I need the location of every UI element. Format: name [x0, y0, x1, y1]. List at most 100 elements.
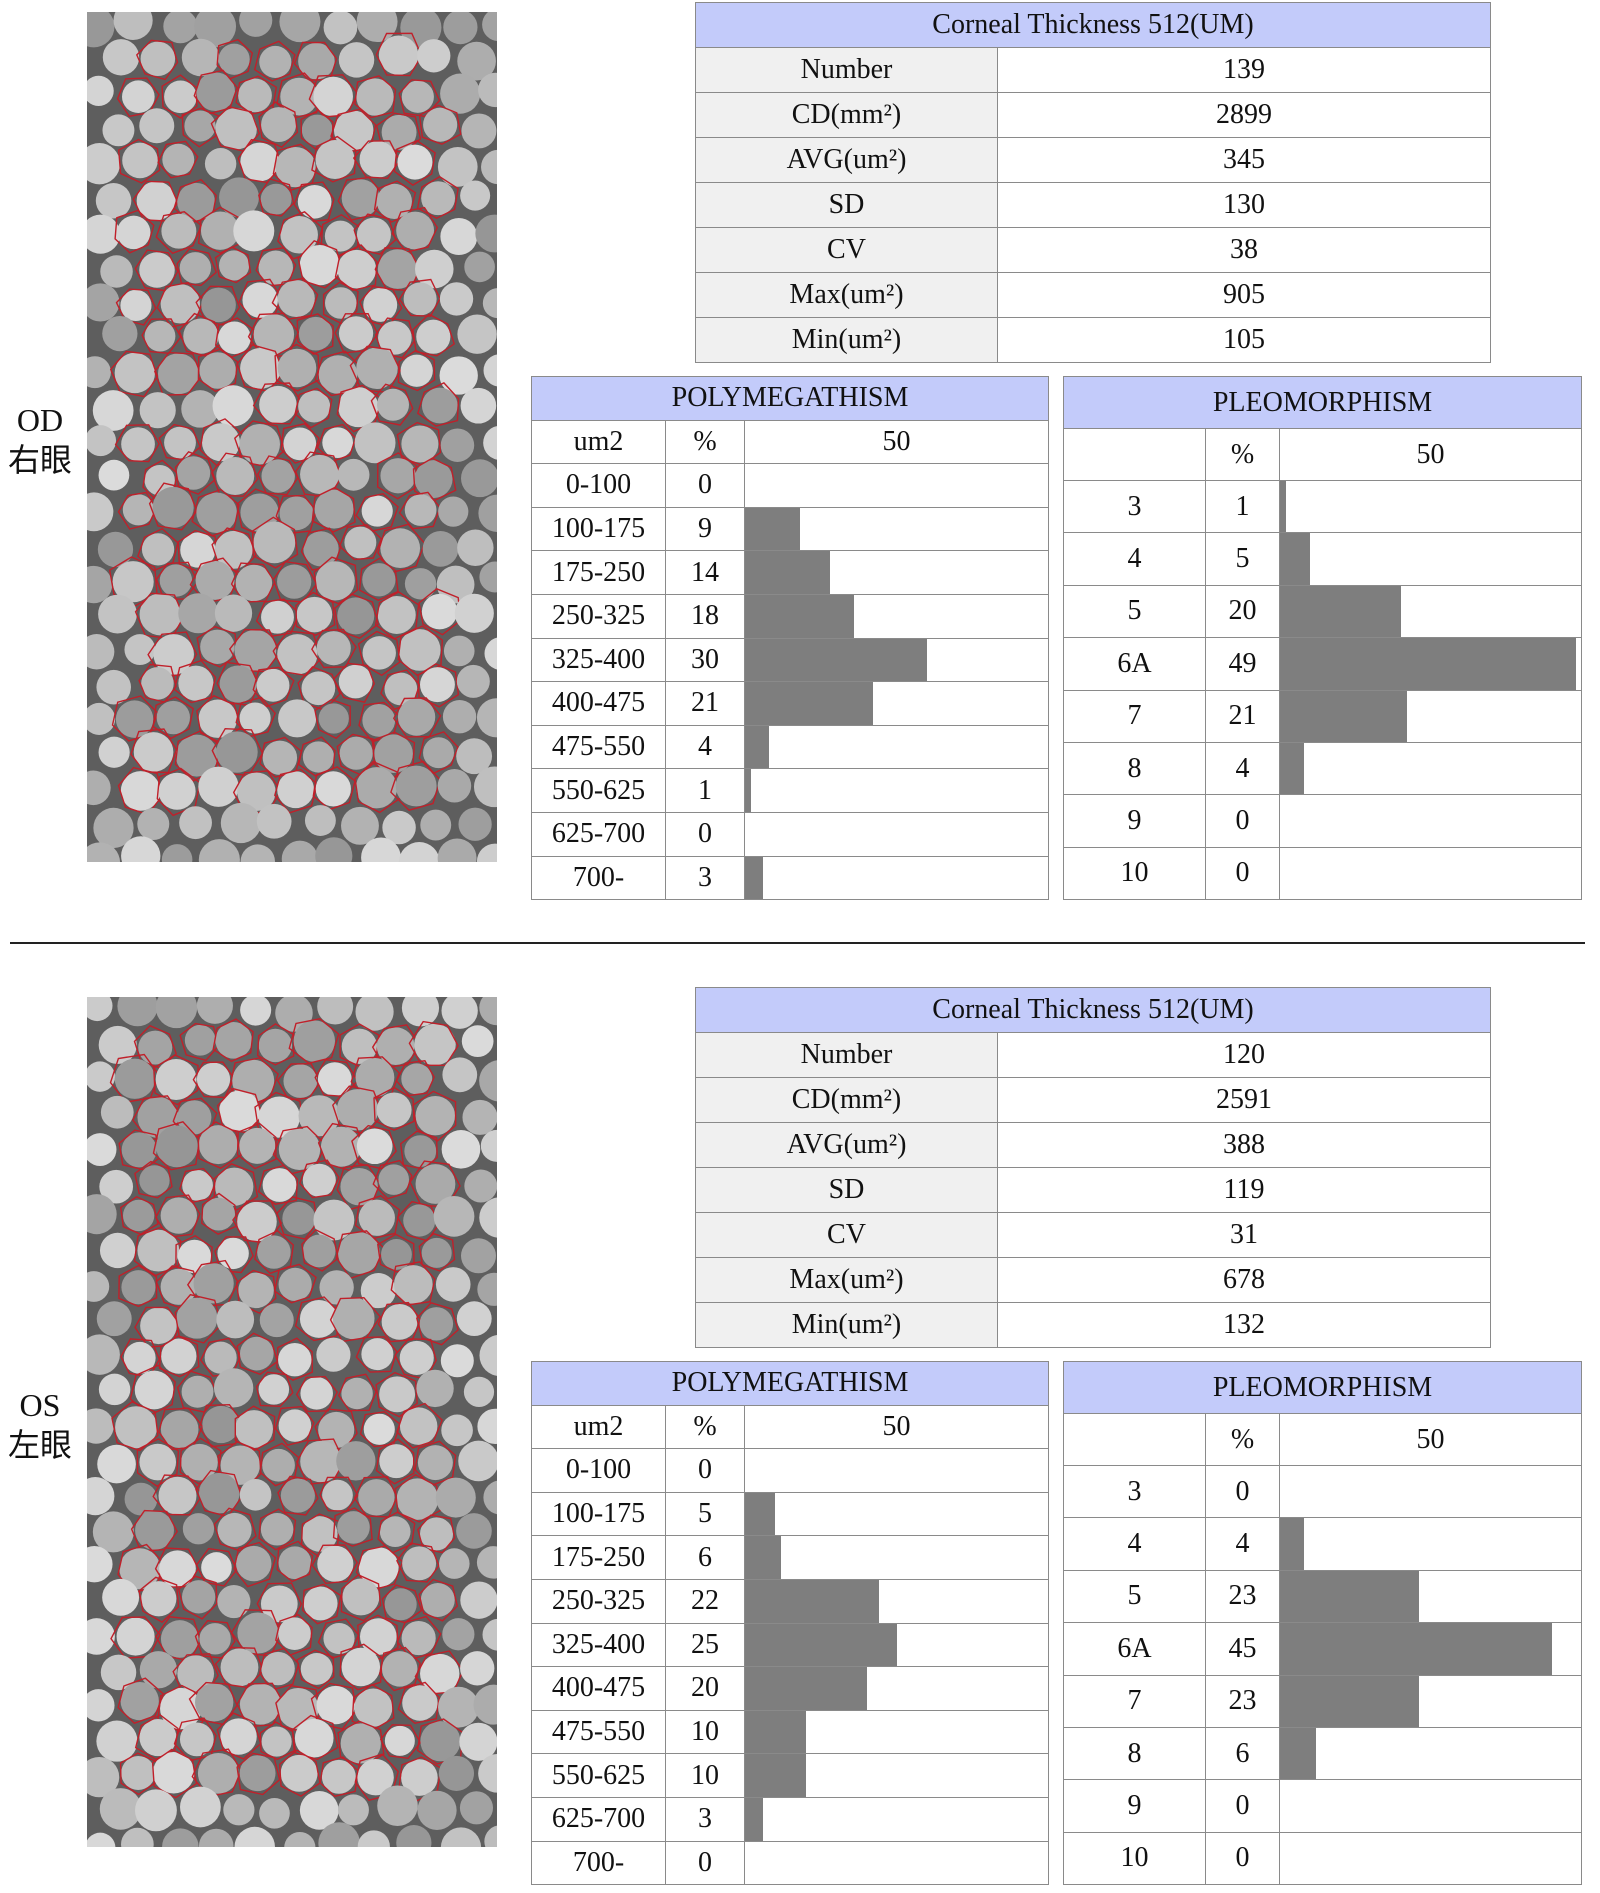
cell [482, 288, 497, 319]
cell [99, 1788, 142, 1830]
cell [219, 250, 250, 281]
polymegathism-row: 400-475 20 [531, 1666, 1050, 1711]
cell [158, 1476, 197, 1515]
cell-border [148, 482, 198, 531]
cell [464, 251, 495, 283]
cell-border [233, 1541, 277, 1588]
bin-label: 700- [531, 1840, 666, 1886]
bin-label: 625-700 [531, 1796, 666, 1842]
cell [240, 347, 281, 389]
cell [479, 1060, 497, 1102]
stats-label: AVG(um²) [695, 1122, 998, 1168]
cell [277, 1687, 319, 1730]
cell [196, 997, 233, 1024]
bin-percent: 23 [1205, 1674, 1280, 1728]
bar-cell [743, 593, 1050, 639]
cell-border [393, 139, 436, 186]
cell [261, 1726, 292, 1757]
cell [239, 1683, 281, 1725]
col-scale: 50 [1278, 1413, 1583, 1466]
cell [237, 772, 276, 811]
cell [280, 1478, 315, 1513]
cell [460, 180, 491, 211]
cell-border [322, 281, 359, 325]
cell-border [152, 1474, 204, 1516]
cell-border [295, 1375, 339, 1413]
cell [379, 1376, 416, 1413]
cell-border [378, 1646, 421, 1692]
bin-label: 550-625 [531, 768, 666, 813]
cell [152, 486, 194, 528]
cell [87, 1194, 117, 1235]
cell [378, 321, 412, 355]
cell [196, 492, 237, 534]
cell-border [358, 557, 399, 602]
cell [155, 1059, 197, 1100]
stats-label: CD(mm²) [695, 92, 998, 138]
stats-label: AVG(um²) [695, 137, 998, 183]
bar-cell [1278, 1569, 1583, 1624]
cell [181, 390, 219, 428]
cell [440, 218, 478, 255]
cell-border [276, 1337, 314, 1382]
polymegathism-row: 625-700 0 [531, 811, 1050, 857]
stats-header: Corneal Thickness 512(UM) [695, 2, 1491, 48]
cell [87, 1271, 110, 1302]
cell-border [254, 1229, 295, 1275]
bin-percent: 30 [665, 637, 745, 683]
cell [240, 142, 279, 182]
cell [321, 1759, 356, 1794]
cell [338, 387, 379, 428]
cell-border [418, 587, 462, 636]
cell [323, 1622, 355, 1655]
stats-label: Min(um²) [695, 1302, 998, 1348]
cell [460, 1238, 496, 1274]
bin-percent: 0 [1205, 1779, 1280, 1833]
cell [483, 1480, 497, 1515]
cell-border [212, 1018, 254, 1063]
cell-border [193, 69, 238, 115]
cell [341, 1647, 381, 1687]
cell [479, 997, 497, 1026]
cell-border [379, 1724, 422, 1760]
cell [121, 1270, 156, 1305]
cell [382, 810, 416, 845]
cell-border [161, 74, 198, 119]
cell [115, 700, 154, 738]
cell [301, 671, 336, 706]
bin-percent: 5 [1205, 532, 1280, 586]
bin-label: 8 [1063, 741, 1206, 796]
cell [384, 672, 418, 706]
cell-border [111, 1400, 159, 1452]
cell [376, 1092, 412, 1128]
cell-border [156, 767, 201, 817]
cell [201, 423, 240, 462]
cell [357, 1830, 390, 1847]
cell-border [216, 1712, 262, 1760]
cell-border [210, 452, 259, 497]
cell [198, 766, 239, 807]
cell-border [302, 1583, 342, 1625]
cell [377, 595, 416, 634]
cell [403, 1204, 436, 1237]
polymegathism-row: 250-325 22 [531, 1578, 1050, 1624]
cell [220, 1718, 257, 1755]
cell [259, 1303, 294, 1338]
cell [483, 354, 497, 387]
cell-border [196, 625, 239, 668]
cell [253, 314, 295, 355]
cell [152, 1752, 195, 1794]
cell [356, 217, 391, 252]
cell-border [256, 1023, 295, 1066]
cell [316, 1337, 351, 1372]
cell [315, 139, 355, 180]
cell-border [280, 423, 320, 464]
bin-percent: 25 [665, 1622, 745, 1668]
cell [87, 1689, 115, 1722]
bin-label: 550-625 [531, 1753, 666, 1798]
bin-label: 400-475 [531, 1666, 666, 1711]
cell [133, 732, 174, 772]
cell [98, 1025, 137, 1065]
